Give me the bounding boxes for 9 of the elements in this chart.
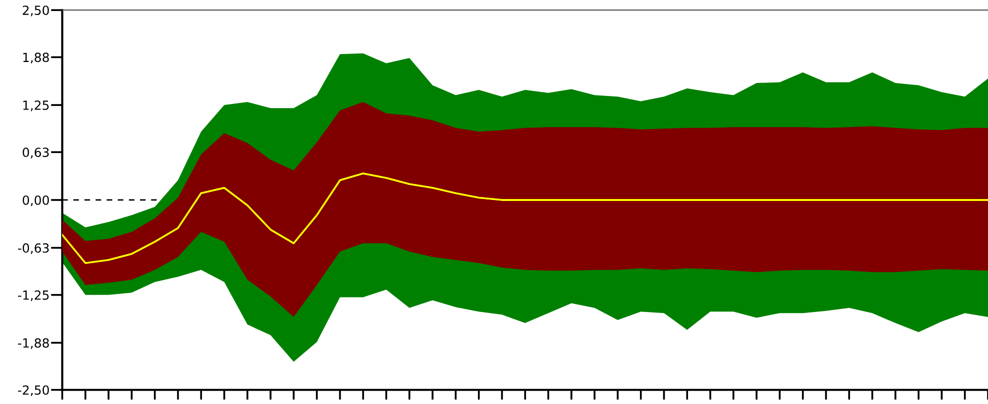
- y-tick-label: 2,50: [22, 6, 49, 16]
- y-tick-label: -1,25: [18, 290, 49, 302]
- y-tick-label: 1,88: [23, 52, 49, 64]
- y-tick-label: -2,50: [18, 385, 49, 396]
- y-tick-label: 1,25: [23, 100, 49, 112]
- y-tick-label: 0,63: [22, 148, 49, 158]
- y-tick-label: -1,88: [18, 338, 49, 349]
- y-tick-label: 0,00: [22, 195, 49, 206]
- y-tick-label: -0,63: [18, 243, 49, 254]
